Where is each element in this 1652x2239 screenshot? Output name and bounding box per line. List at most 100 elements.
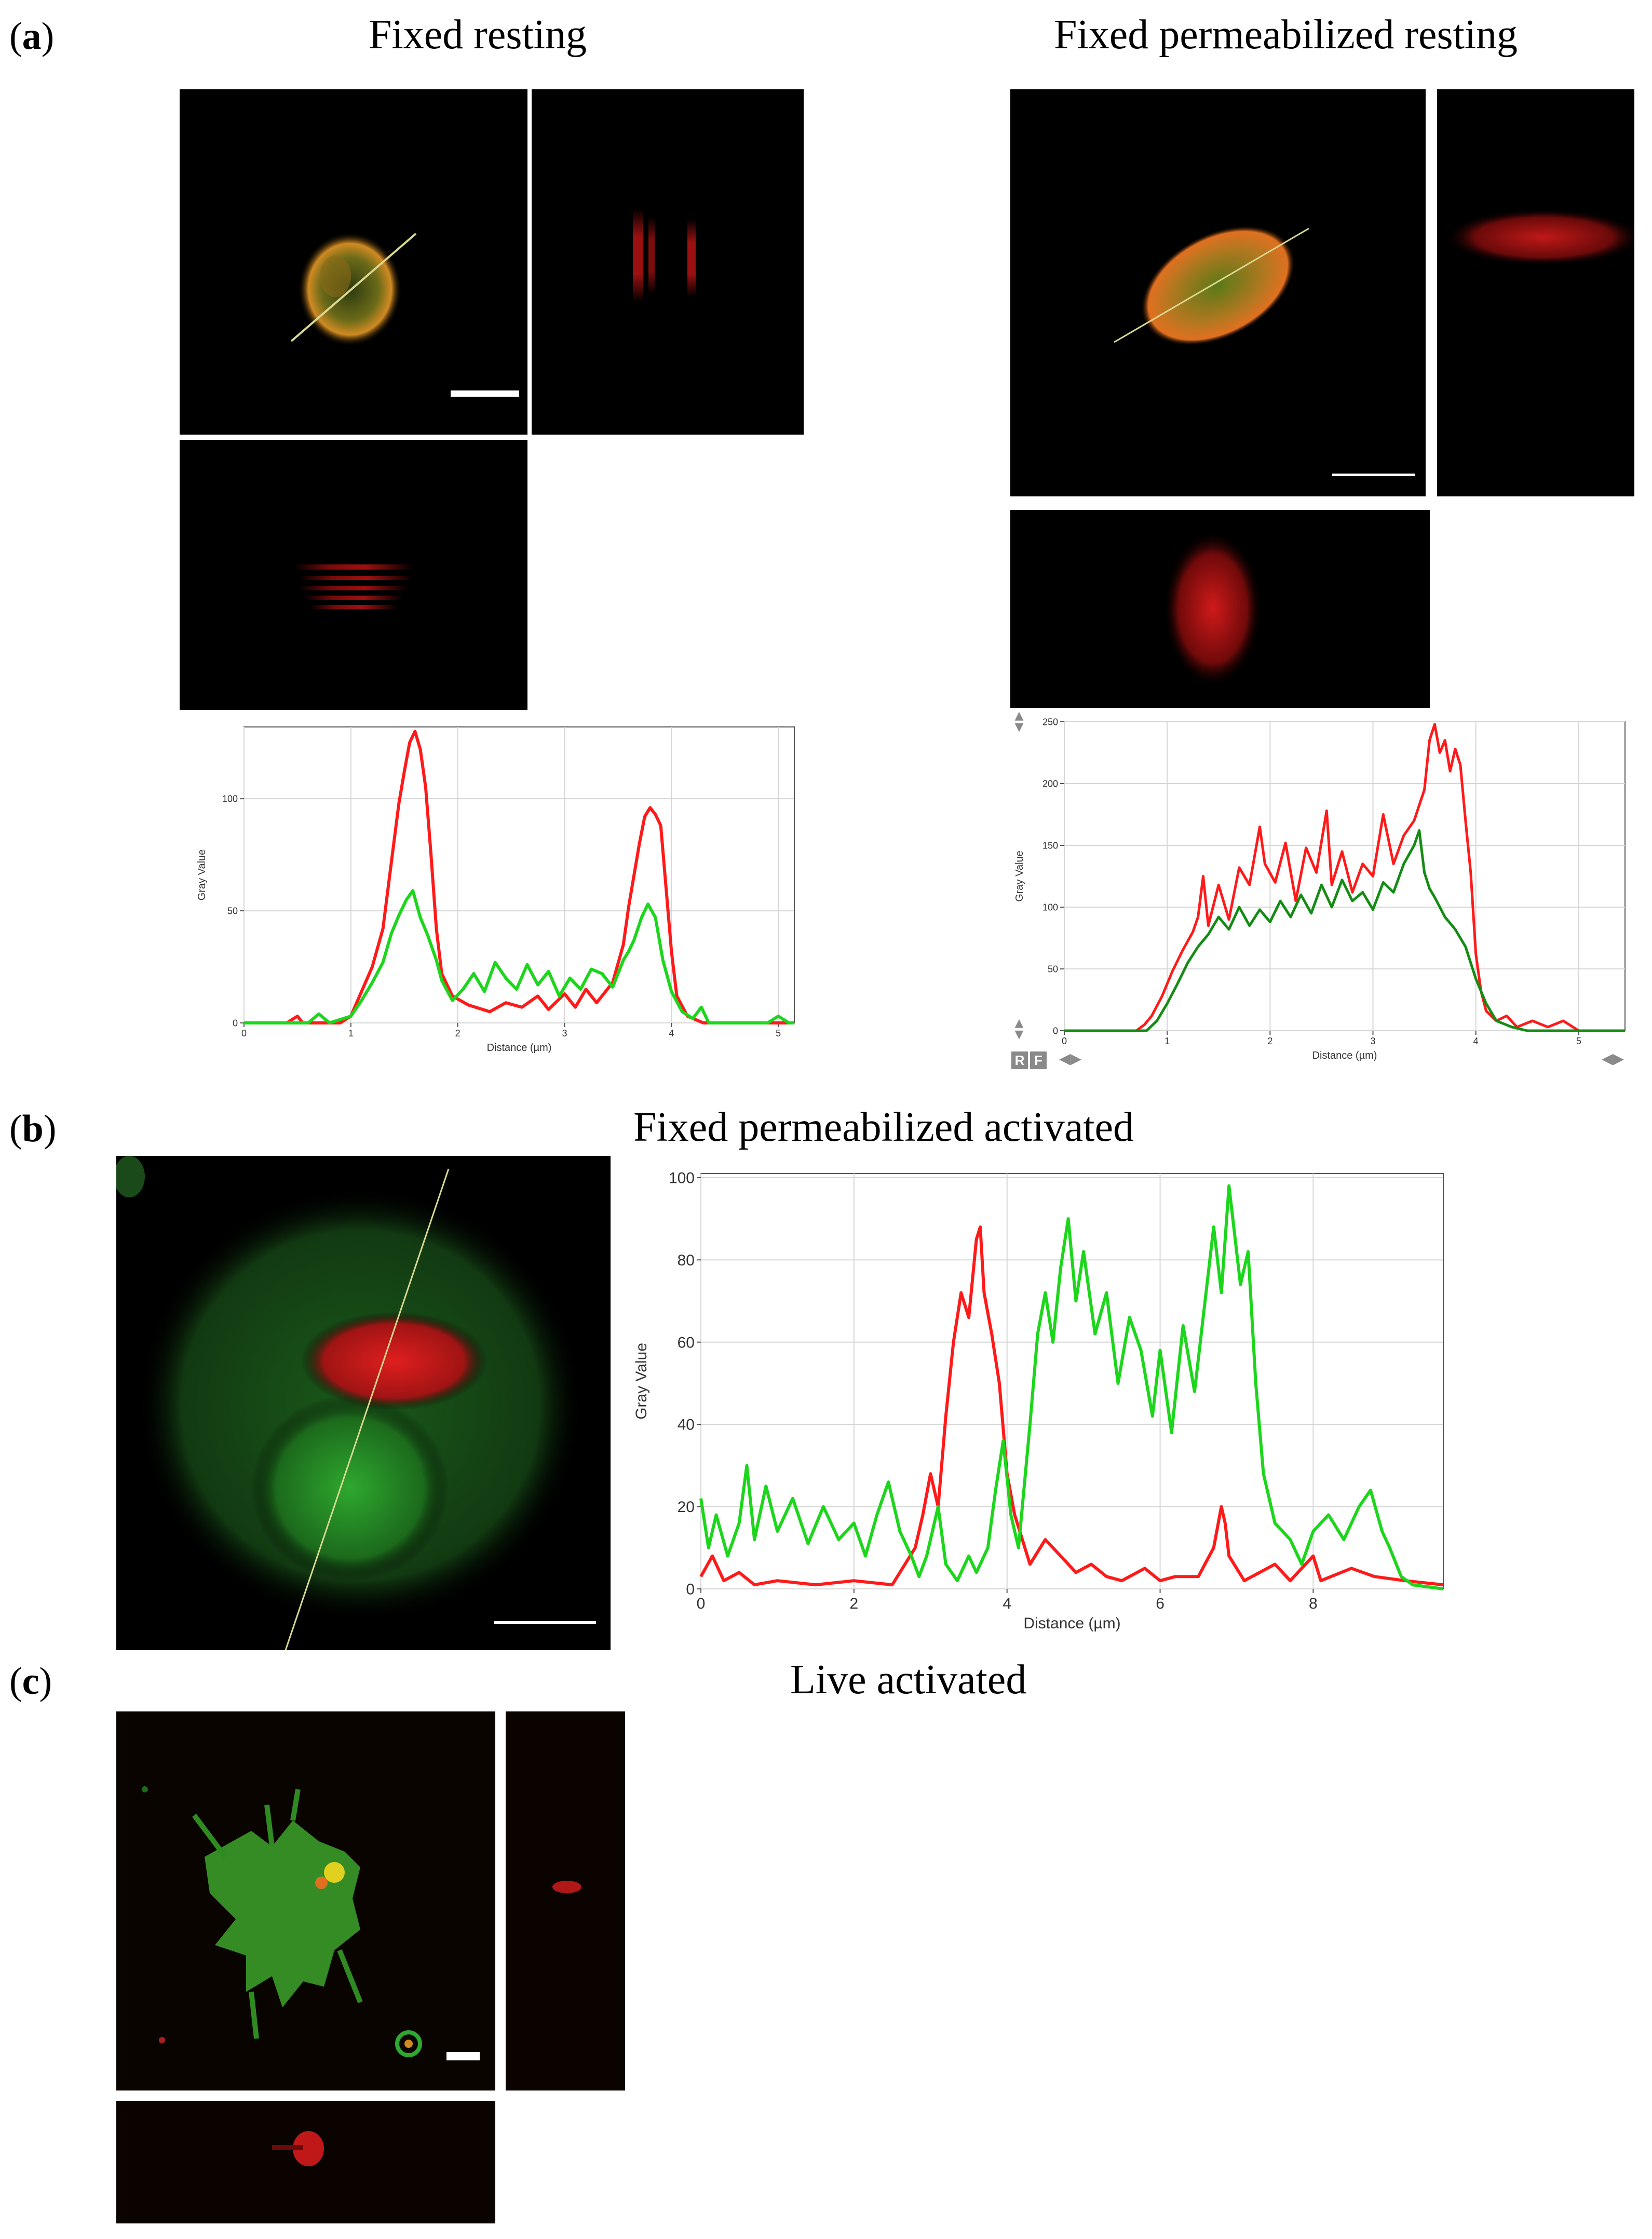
y-tick-label: 0 [686,1581,695,1598]
x-tick-label: 3 [1370,1036,1375,1046]
yz-stripe-2 [648,217,655,294]
yellow-spot [324,1862,345,1883]
xz-band-4 [304,596,403,600]
series-line-green [244,889,794,1024]
y-tick-label: 250 [1042,717,1058,727]
left-right-arrows-icon[interactable]: ◀▶ [1602,1050,1624,1067]
scale-bar [446,2052,480,2060]
x-axis-label: Distance (µm) [487,1042,552,1054]
live-activated-xz-image [116,2101,495,2223]
plot-area [700,1173,1444,1589]
plot-area [1064,721,1626,1031]
y-tick-label: 20 [678,1499,695,1516]
red-spot [293,2131,324,2166]
x-tick-label: 8 [1309,1595,1318,1612]
xz-band-1 [294,564,413,570]
panel-a-label: (a) [9,15,54,59]
fixed-perm-resting-yz-svg [1445,209,1634,266]
x-tick-label: 0 [697,1595,706,1612]
background [506,1711,625,2090]
x-axis-label: Distance (µm) [1023,1615,1120,1632]
small-cell-core [404,2040,413,2048]
scan-line [1114,227,1309,343]
cell-body [205,1820,360,2007]
x-tick-label: 1 [1164,1036,1170,1046]
xz-blob [1163,531,1262,686]
xz-band-2 [299,576,413,580]
yz-stripe-1 [633,209,643,302]
orange-spot [315,1877,328,1889]
title-fixed-permeabilized-activated: Fixed permeabilized activated [633,1104,1134,1150]
yz-stripe-3 [687,219,696,297]
corner-blob [116,1156,145,1197]
x-tick-label: 5 [776,1028,781,1038]
series-line-red [699,1225,1444,1587]
scan-line [290,233,417,342]
x-tick-label: 4 [1473,1036,1479,1046]
paren-close: ) [41,15,55,58]
y-tick-label: 60 [678,1334,695,1351]
fixed-perm-resting-xz-svg [1163,531,1262,686]
fixed-resting-xz-svg [294,564,413,609]
x-tick-label: 2 [850,1595,859,1612]
y-tick-label: 80 [678,1252,695,1269]
fixed-perm-resting-xy-svg [1114,225,1415,476]
x-tick-label: 2 [455,1028,461,1038]
y-tick-label: 50 [227,906,238,916]
x-tick-label: 0 [241,1028,247,1038]
scroll-updown-icon[interactable]: ▲ ▼ [1014,709,1024,734]
xz-band-5 [309,605,398,609]
small-cell [395,2030,422,2057]
scale-bar [451,390,519,397]
y-tick-label: 100 [222,793,238,804]
series-line-dark-green [1064,829,1625,1032]
x-tick-label: 6 [1156,1595,1164,1612]
paren-close: ) [43,1108,57,1150]
fixed-resting-xy-svg [290,232,519,397]
y-tick-label: 50 [1048,964,1058,974]
y-axis-label: Gray Value [1014,851,1025,902]
title-fixed-resting: Fixed resting [369,12,587,58]
x-tick-label: 0 [1062,1036,1067,1046]
x-tick-label: 4 [669,1028,674,1038]
series-line-green [699,1184,1444,1590]
scroll-updown-icon[interactable]: ▲ ▼ [1014,1017,1024,1041]
x-tick-label: 5 [1576,1036,1581,1046]
x-tick-label: 1 [348,1028,354,1038]
scan-line [285,1168,450,1650]
y-tick-label: 200 [1042,778,1058,789]
red-spot [552,1881,581,1893]
fixed-resting-xz-image [180,440,527,710]
scale-bar [1332,474,1415,476]
red-dot [159,2037,165,2043]
green-dot [142,1786,148,1792]
panel-letter: b [22,1108,44,1150]
cell-nucleus [251,1395,449,1582]
fixed-perm-activated-image [116,1156,611,1650]
r-button[interactable]: R [1011,1051,1028,1069]
red-streak [272,2145,303,2150]
y-axis-label: Gray Value [196,849,208,901]
panel-b-label: (b) [9,1107,56,1151]
xz-band-3 [299,586,408,590]
chart-fixed-resting: 0 1 2 3 4 5 0 50 100 Distance (µm) Gray Value [187,719,800,1062]
live-activated-xy-svg [116,1711,495,2090]
series-line-red [244,730,794,1024]
f-button[interactable]: F [1030,1051,1047,1069]
x-tick-label: 2 [1267,1036,1272,1046]
cell-spot [320,255,351,297]
paren-open: ( [9,15,22,58]
y-tick-label: 0 [233,1018,238,1028]
panel-c-label: (c) [9,1660,52,1704]
y-tick-label: 0 [1053,1026,1058,1036]
paren-open: ( [9,1660,22,1703]
panel-letter: a [22,15,42,58]
live-activated-yz-svg [506,1711,625,2090]
left-right-arrows-icon[interactable]: ◀▶ [1059,1050,1082,1067]
title-fixed-permeabilized-resting: Fixed permeabilized resting [1054,12,1518,58]
fixed-perm-resting-yz-image [1437,89,1634,496]
live-activated-xz-svg [116,2101,495,2223]
